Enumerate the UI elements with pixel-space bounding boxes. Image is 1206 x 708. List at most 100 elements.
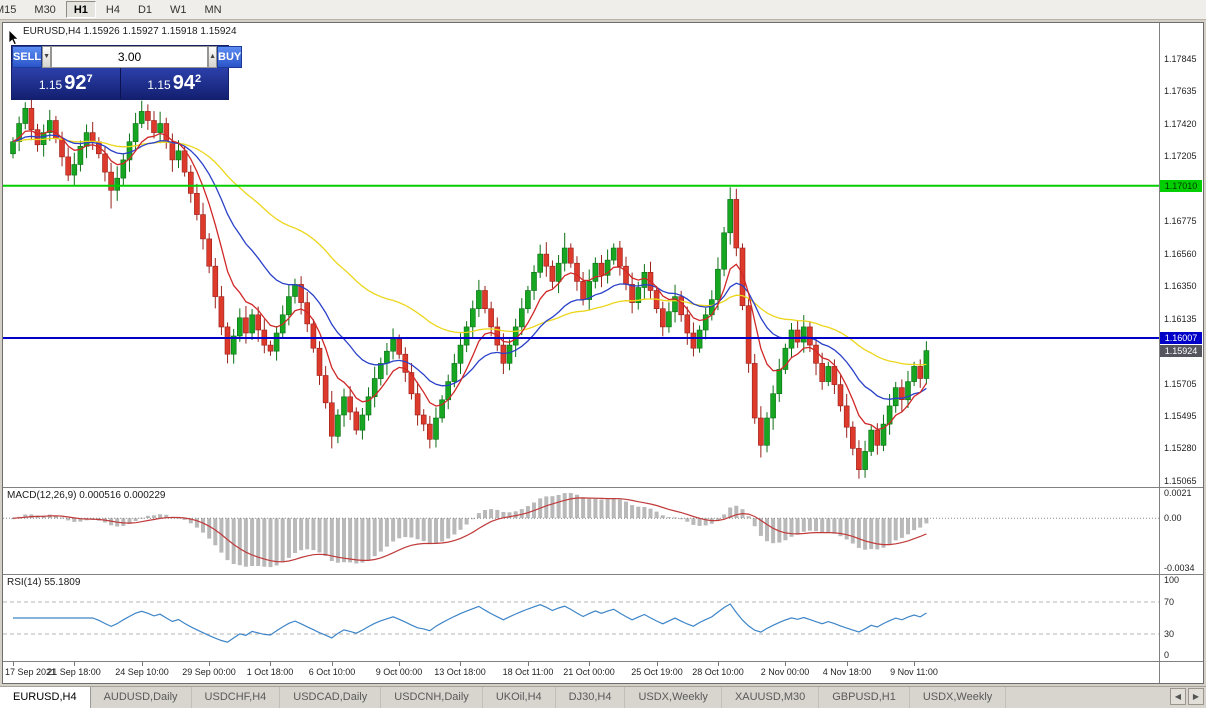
rsi-axis-label: 0 <box>1164 650 1170 660</box>
macd-main-value: 0.000516 <box>79 490 121 501</box>
chart-tab-usdchf-h4[interactable]: USDCHF,H4 <box>192 687 281 708</box>
timeframe-toolbar: M15 M30 H1 H4 D1 W1 MN <box>0 0 1206 20</box>
macd-axis-label: 0.0021 <box>1164 488 1192 498</box>
price-axis-label: 1.15065 <box>1164 476 1197 486</box>
macd-header: MACD(12,26,9) 0.000516 0.000229 <box>7 490 165 501</box>
candlestick-plot <box>3 96 1159 479</box>
symbol-ohlc-values: 1.15926 1.15927 1.15918 1.15924 <box>83 26 237 37</box>
pane-splitter[interactable] <box>3 574 1203 575</box>
sell-price-point: 7 <box>86 73 93 85</box>
volume-decrease-button[interactable]: ▼ <box>42 46 52 68</box>
time-tick <box>460 662 461 666</box>
buy-price-base: 1.15 <box>147 78 171 92</box>
time-axis[interactable]: 17 Sep 2021 21 Sep 18:00 24 Sep 10:00 29 Se… <box>3 662 1159 683</box>
time-axis-label: 17 Sep 2021 <box>5 667 57 677</box>
price-axis-label: 1.17420 <box>1164 119 1197 129</box>
time-tick <box>847 662 848 666</box>
time-axis-label: 2 Nov 00:00 <box>760 667 810 677</box>
chart-tab-gbpusd-h1[interactable]: GBPUSD,H1 <box>819 687 910 708</box>
time-axis-label: 1 Oct 18:00 <box>246 667 294 677</box>
price-axis-label: 1.16350 <box>1164 281 1197 291</box>
price-axis[interactable]: 1.178451.176351.174201.172051.169901.167… <box>1160 23 1203 487</box>
time-tick <box>142 662 143 666</box>
chart-tab-dj30-h4[interactable]: DJ30,H4 <box>556 687 626 708</box>
hline-price-tag: 1.16007 <box>1160 332 1202 344</box>
rsi-axis-label: 100 <box>1164 575 1180 585</box>
rsi-plot <box>3 601 1159 643</box>
time-tick <box>589 662 590 666</box>
buy-price-pips: 94 <box>172 72 195 94</box>
chart-tab-usdx-weekly[interactable]: USDX,Weekly <box>625 687 722 708</box>
tabs-scroll-left-button[interactable]: ◀ <box>1170 688 1186 705</box>
buy-button[interactable]: BUY <box>217 46 243 68</box>
time-tick <box>785 662 786 666</box>
volume-increase-button[interactable]: ▲ <box>208 46 217 68</box>
chart-tab-ukoil-h4[interactable]: UKOil,H4 <box>483 687 556 708</box>
time-tick <box>332 662 333 666</box>
sell-price-pips: 92 <box>64 72 87 94</box>
timeframe-button-w1[interactable]: W1 <box>170 4 187 16</box>
tabs-scroll-nav: ◀ ▶ <box>1170 688 1204 705</box>
timeframe-button-h4[interactable]: H4 <box>105 4 120 16</box>
macd-axis[interactable]: 0.0021 0.00 -0.0034 <box>1160 488 1203 574</box>
macd-plot <box>3 493 1159 568</box>
rsi-pane[interactable]: RSI(14) 55.1809 <box>3 575 1159 661</box>
pane-splitter[interactable] <box>3 487 1203 488</box>
timeframe-button-m15[interactable]: M15 <box>0 4 17 16</box>
chart-tab-usdcnh-daily[interactable]: USDCNH,Daily <box>381 687 483 708</box>
time-tick <box>718 662 719 666</box>
macd-axis-label: -0.0034 <box>1164 563 1195 573</box>
price-axis-label: 1.16775 <box>1164 216 1197 226</box>
hline-price-tag: 1.17010 <box>1160 180 1202 192</box>
time-tick <box>657 662 658 666</box>
rsi-axis-label: 30 <box>1164 629 1175 639</box>
sell-button[interactable]: SELL <box>12 46 43 68</box>
volume-input[interactable] <box>51 46 209 68</box>
time-axis-label: 6 Oct 10:00 <box>308 667 356 677</box>
chevron-up-icon: ▲ <box>209 53 216 60</box>
timeframe-button-h1[interactable]: H1 <box>65 1 96 18</box>
chart-tab-audusd-daily[interactable]: AUDUSD,Daily <box>91 687 192 708</box>
rsi-header: RSI(14) 55.1809 <box>7 577 80 588</box>
time-axis-label: 9 Oct 00:00 <box>375 667 423 677</box>
price-axis-label: 1.16135 <box>1164 314 1197 324</box>
time-tick <box>528 662 529 666</box>
main-chart-pane[interactable]: EURUSD,H4 1.15926 1.15927 1.15918 1.1592… <box>3 23 1159 487</box>
buy-price[interactable]: 1.15 94 2 <box>121 68 229 99</box>
timeframe-button-mn[interactable]: MN <box>204 4 222 16</box>
chart-tab-xauusd-m30[interactable]: XAUUSD,M30 <box>722 687 820 708</box>
time-tick <box>13 662 14 666</box>
macd-pane[interactable]: MACD(12,26,9) 0.000516 0.000229 <box>3 488 1159 574</box>
one-click-trading-panel: SELL ▼ ▲ BUY 1.15 92 7 1.15 94 2 <box>11 45 243 100</box>
price-axis-label: 1.15495 <box>1164 411 1197 421</box>
chart-tab-usdx-weekly[interactable]: USDX,Weekly <box>910 687 1007 708</box>
time-tick <box>270 662 271 666</box>
price-axis-label: 1.15280 <box>1164 443 1197 453</box>
time-axis-border <box>3 661 1203 662</box>
tabs-scroll-right-button[interactable]: ▶ <box>1188 688 1204 705</box>
rsi-value: 55.1809 <box>44 577 81 588</box>
chart-tab-usdcad-daily[interactable]: USDCAD,Daily <box>280 687 382 708</box>
price-axis-label: 1.17205 <box>1164 151 1197 161</box>
time-axis-label: 29 Sep 00:00 <box>182 667 236 677</box>
symbol-info: EURUSD,H4 1.15926 1.15927 1.15918 1.1592… <box>23 26 237 37</box>
buy-price-point: 2 <box>194 73 202 85</box>
time-axis-label: 24 Sep 10:00 <box>115 667 169 677</box>
sell-price[interactable]: 1.15 92 7 <box>12 68 121 99</box>
price-axis-label: 1.16560 <box>1164 249 1197 259</box>
time-axis-label: 13 Oct 18:00 <box>434 667 486 677</box>
chart-tab-eurusd-h4[interactable]: EURUSD,H4 <box>0 687 91 708</box>
time-axis-label: 25 Oct 19:00 <box>631 667 683 677</box>
timeframe-button-d1[interactable]: D1 <box>137 4 152 16</box>
time-axis-label: 18 Oct 11:00 <box>502 667 554 677</box>
macd-title: MACD(12,26,9) <box>7 490 77 501</box>
symbol-name: EURUSD,H4 <box>23 26 81 37</box>
price-axis-label: 1.17635 <box>1164 86 1197 96</box>
rsi-title: RSI(14) <box>7 577 42 588</box>
rsi-axis[interactable]: 100 70 30 0 <box>1160 575 1203 661</box>
chevron-down-icon: ▼ <box>43 53 51 60</box>
timeframe-button-m30[interactable]: M30 <box>34 4 56 16</box>
price-axis-label: 1.15705 <box>1164 379 1197 389</box>
price-axis-label: 1.17845 <box>1164 54 1197 64</box>
